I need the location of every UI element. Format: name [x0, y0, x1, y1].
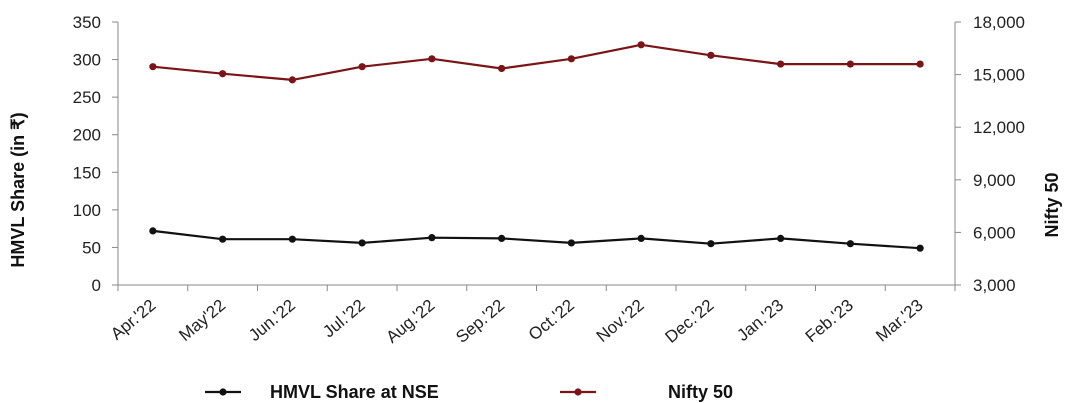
- y-tick-label-right: 6,000: [973, 223, 1016, 242]
- y-tick-label-left: 350: [73, 13, 101, 32]
- legend-label: Nifty 50: [668, 382, 733, 402]
- data-point-series-1: [846, 240, 854, 248]
- x-tick-label: Feb.'23: [802, 296, 857, 347]
- data-point-series-1: [916, 244, 924, 252]
- legend-item-2: Nifty 50: [560, 382, 733, 402]
- y-tick-label-left: 250: [73, 88, 101, 107]
- data-point-series-2: [149, 63, 157, 71]
- x-tick-label: Jan.'23: [733, 296, 787, 345]
- x-tick-label: Sep.'22: [452, 296, 508, 347]
- x-tick-label: Jun.'22: [245, 296, 299, 345]
- series-layer: [149, 41, 924, 252]
- x-tick-label: Oct.'22: [525, 296, 578, 345]
- y-tick-label-left: 100: [73, 201, 101, 220]
- x-tick-label: Apr.'22: [107, 296, 159, 344]
- data-point-series-1: [707, 240, 715, 248]
- y-tick-label-right: 18,000: [973, 13, 1025, 32]
- data-point-series-1: [567, 239, 575, 247]
- legend-item-1: HMVL Share at NSE: [205, 382, 439, 402]
- data-point-series-2: [219, 70, 227, 78]
- data-point-series-1: [149, 227, 157, 235]
- data-point-series-2: [428, 55, 436, 63]
- y-tick-label-left: 300: [73, 51, 101, 70]
- data-point-series-1: [777, 234, 785, 243]
- data-point-series-1: [219, 235, 227, 243]
- data-point-series-2: [358, 63, 366, 71]
- y-tick-label-right: 12,000: [973, 118, 1025, 137]
- data-point-series-2: [846, 60, 854, 68]
- y-tick-label-right: 9,000: [973, 171, 1016, 190]
- y-tick-label-left: 200: [73, 126, 101, 145]
- data-point-series-2: [916, 60, 924, 68]
- y-tick-label-left: 50: [82, 238, 101, 257]
- x-tick-label: Dec.'22: [661, 296, 717, 347]
- y-tick-label-left: 150: [73, 163, 101, 182]
- data-point-series-1: [288, 235, 296, 243]
- legend-label: HMVL Share at NSE: [270, 382, 439, 402]
- x-tick-label: Jul.'22: [319, 296, 368, 342]
- data-point-series-1: [428, 234, 436, 242]
- series-line-1: [152, 229, 921, 250]
- y-axis-title-left: HMVL Share (in ₹): [8, 112, 28, 267]
- y-tick-label-right: 15,000: [973, 66, 1025, 85]
- y-tick-label-left: 0: [92, 276, 101, 295]
- legend-marker-swatch: [574, 388, 582, 396]
- data-point-series-2: [288, 76, 296, 84]
- data-point-series-1: [358, 239, 366, 247]
- data-point-series-1: [498, 234, 506, 243]
- data-point-series-2: [637, 41, 645, 49]
- x-tick-label: Mar.'23: [872, 296, 927, 346]
- legend-marker-swatch: [219, 388, 227, 396]
- y-tick-label-right: 3,000: [973, 276, 1016, 295]
- data-point-series-2: [498, 64, 506, 73]
- data-point-series-2: [707, 51, 715, 59]
- x-tick-label: May'22: [175, 296, 229, 345]
- x-tick-label: Nov.'22: [593, 296, 648, 346]
- data-point-series-2: [777, 60, 785, 68]
- y-axis-title-right: Nifty 50: [1042, 172, 1062, 237]
- series-line-2: [152, 43, 921, 82]
- data-point-series-1: [637, 234, 645, 243]
- x-tick-label: Aug.'22: [382, 296, 438, 347]
- data-point-series-2: [567, 55, 575, 63]
- legend: HMVL Share at NSE Nifty 50: [205, 382, 733, 402]
